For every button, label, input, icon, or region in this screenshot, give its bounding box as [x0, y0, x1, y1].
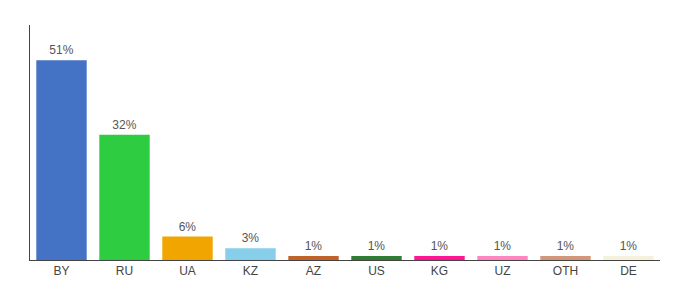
- svg-text:32%: 32%: [112, 118, 136, 132]
- svg-text:51%: 51%: [49, 43, 73, 57]
- svg-text:DE: DE: [620, 264, 637, 278]
- svg-text:RU: RU: [116, 264, 133, 278]
- svg-text:6%: 6%: [179, 220, 197, 234]
- svg-text:1%: 1%: [431, 239, 449, 253]
- svg-text:1%: 1%: [557, 239, 575, 253]
- svg-text:KZ: KZ: [243, 264, 258, 278]
- svg-text:3%: 3%: [242, 231, 260, 245]
- svg-text:US: US: [368, 264, 385, 278]
- svg-text:1%: 1%: [305, 239, 323, 253]
- svg-text:UA: UA: [179, 264, 196, 278]
- svg-text:1%: 1%: [368, 239, 386, 253]
- svg-text:AZ: AZ: [306, 264, 321, 278]
- svg-text:1%: 1%: [494, 239, 512, 253]
- svg-text:KG: KG: [431, 264, 448, 278]
- svg-text:BY: BY: [53, 264, 69, 278]
- svg-text:1%: 1%: [620, 239, 638, 253]
- svg-text:OTH: OTH: [553, 264, 578, 278]
- svg-text:UZ: UZ: [495, 264, 511, 278]
